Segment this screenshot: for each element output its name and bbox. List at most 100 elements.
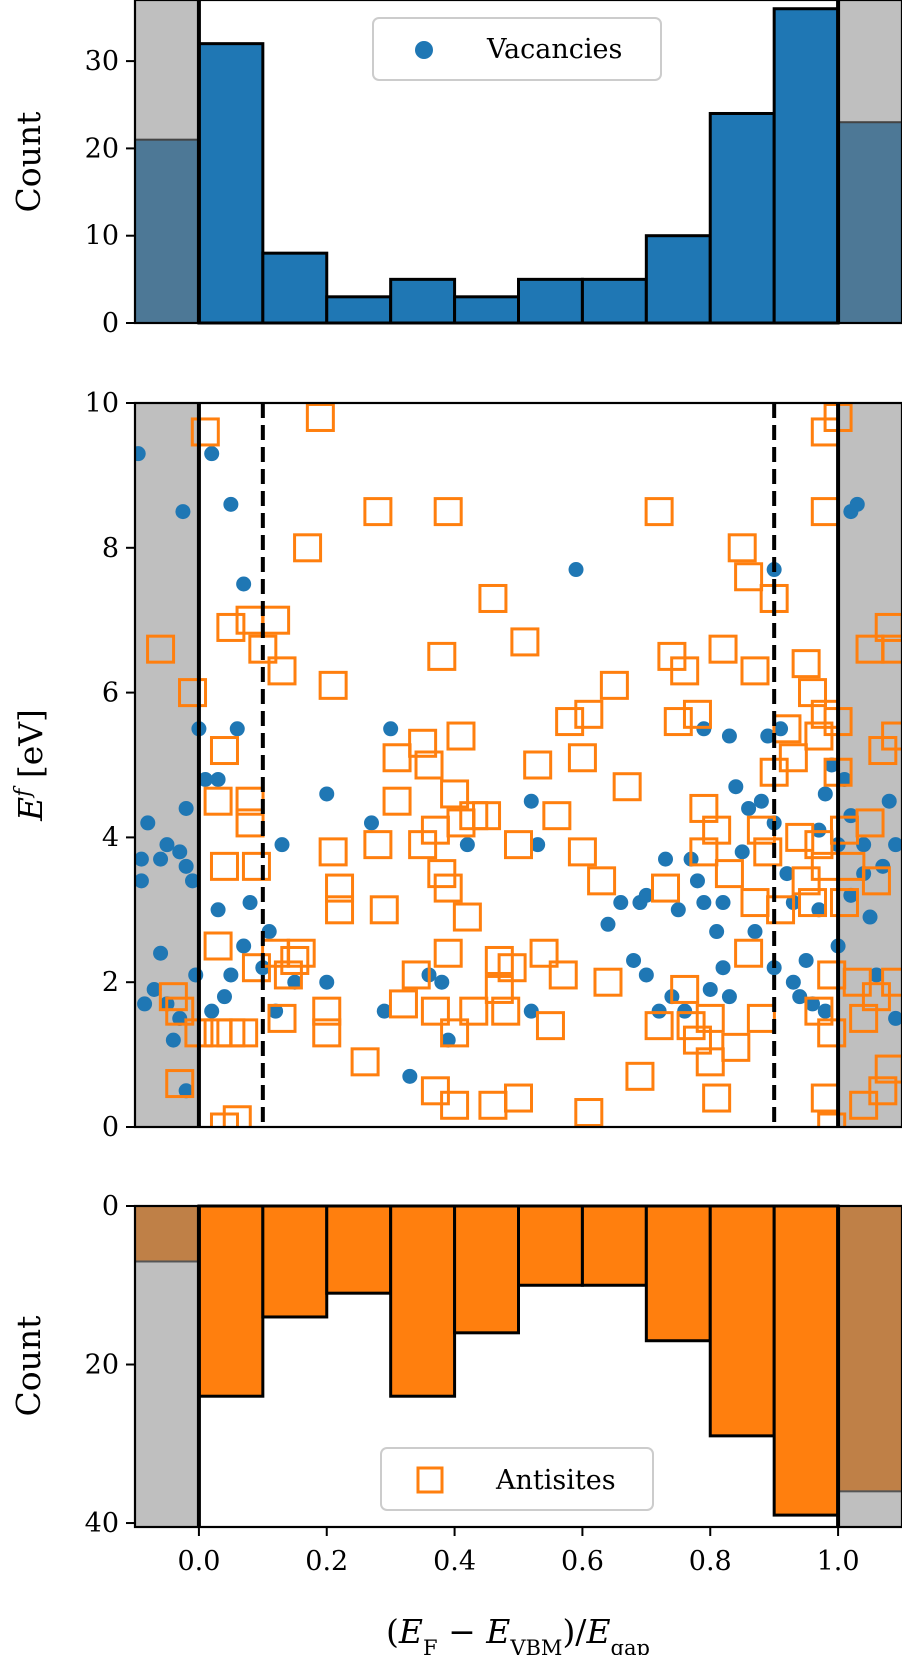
antisite-point-66 [478, 583, 508, 613]
antisite-point-94 [663, 707, 693, 737]
mid-axes-frame [133, 401, 902, 1129]
vacancy-bar-3 [389, 277, 457, 325]
vacancy-point-63 [689, 873, 705, 889]
vacancy-legend-box [372, 17, 662, 81]
top-ytick-label-30: 30 [85, 46, 119, 77]
antisite-point-34 [318, 837, 348, 867]
antisite-point-156 [881, 721, 902, 751]
antisite-histogram-panel: 0 20 40 0.0 0.2 0.4 0.6 0.8 1.0 Count Antisites… [9, 1191, 902, 1655]
vacancy-point-33 [261, 924, 277, 940]
vacancy-point-44 [434, 974, 450, 990]
antisite-point-56 [433, 938, 463, 968]
antisite-point-154 [874, 1054, 902, 1084]
antisite-point-75 [523, 750, 553, 780]
antisite-point-70 [491, 996, 521, 1026]
antisite-point-71 [497, 953, 527, 983]
antisite-point-112 [740, 888, 770, 918]
antisite-point-14 [216, 612, 246, 642]
vacancy-point-12 [178, 800, 194, 816]
vacancy-bar-9 [772, 7, 840, 325]
antisite-point-57 [440, 1018, 470, 1048]
antisite-point-123 [791, 649, 821, 679]
antisite-point-86 [593, 967, 623, 997]
vacancy-point-71 [721, 728, 737, 744]
vacancy-histogram-bars [134, 0, 902, 325]
antisite-point-98 [682, 699, 712, 729]
antisite-point-30 [293, 533, 323, 563]
antisite-point-36 [325, 873, 355, 903]
vacancy-point-89 [811, 902, 827, 918]
mid-ytick-label-2: 2 [102, 967, 119, 998]
antisite-point-113 [740, 656, 770, 686]
mid-ytick-label-10: 10 [85, 388, 119, 419]
vacancy-bar-2 [325, 295, 393, 325]
vacancy-bar-7 [644, 234, 712, 325]
vacancy-bar-8 [708, 111, 776, 325]
antisite-point-31 [305, 403, 335, 432]
vacancy-point-50 [568, 562, 584, 578]
antisite-point-115 [746, 1003, 776, 1033]
vacancy-point-41 [383, 721, 399, 737]
vacancy-point-2 [140, 815, 156, 831]
vacancy-point-84 [785, 974, 801, 990]
vacancy-bar-4 [453, 295, 521, 325]
antisite-point-116 [753, 837, 783, 867]
vacancy-bar-6 [580, 277, 648, 325]
bottom-ytick-label-40: 40 [85, 1508, 119, 1539]
vacancy-point-70 [721, 989, 737, 1005]
antisite-point-104 [702, 1083, 732, 1113]
top-ytick-label-20: 20 [85, 133, 119, 164]
antisite-bar-1 [261, 1204, 329, 1319]
antisite-point-49 [420, 996, 450, 1026]
vacancy-point-6 [153, 945, 169, 961]
antisite-point-151 [868, 1076, 898, 1106]
antisite-point-155 [881, 634, 902, 664]
antisite-point-62 [452, 902, 482, 932]
antisite-bar-4 [453, 1204, 521, 1335]
vacancy-point-38 [319, 786, 335, 802]
vacancy-point-27 [223, 967, 239, 983]
antisite-point-90 [644, 1011, 674, 1041]
antisite-point-78 [542, 801, 572, 831]
antisite-point-23 [261, 605, 291, 635]
vacancy-point-35 [274, 837, 290, 853]
bottom-ytick-label-0: 0 [102, 1191, 119, 1222]
antisite-legend-marker [416, 1466, 444, 1494]
vacancy-point-7 [153, 851, 169, 867]
vacancy-point-49 [523, 1003, 539, 1019]
vacancy-point-30 [236, 938, 252, 954]
antisite-point-0 [146, 634, 176, 664]
antisite-point-46 [408, 728, 438, 758]
antisite-point-108 [721, 1032, 751, 1062]
antisite-point-65 [472, 801, 502, 831]
antisite-outside-bar-0 [134, 1205, 200, 1263]
antisite-point-149 [861, 866, 891, 896]
antisite-point-157 [881, 967, 902, 997]
vacancy-point-39 [363, 815, 379, 831]
antisite-point-17 [235, 605, 265, 635]
antisite-point-2 [165, 996, 195, 1026]
vacancy-point-36 [287, 974, 303, 990]
antisite-point-84 [574, 1098, 604, 1127]
vacancy-point-97 [843, 887, 859, 903]
vacancy-point-82 [779, 866, 795, 882]
antisite-point-122 [785, 822, 815, 852]
antisite-bar-8 [708, 1204, 776, 1438]
vacancy-point-58 [658, 851, 674, 867]
vacancy-point-14 [178, 1083, 194, 1099]
antisite-point-74 [510, 627, 540, 657]
antisite-point-29 [286, 938, 316, 968]
vacancy-point-66 [702, 981, 718, 997]
antisite-point-87 [599, 670, 629, 700]
antisite-point-105 [702, 815, 732, 845]
vacancy-point-101 [856, 837, 872, 853]
antisite-point-132 [810, 1083, 840, 1113]
antisite-point-11 [209, 851, 239, 881]
antisite-point-4 [178, 678, 208, 708]
bottom-y-axis-title: Count [9, 1316, 48, 1417]
vacancy-point-3 [135, 851, 149, 867]
antisite-point-141 [829, 888, 859, 918]
vacancy-point-15 [185, 873, 201, 889]
antisite-point-137 [817, 1112, 847, 1127]
vacancy-point-86 [798, 952, 814, 968]
